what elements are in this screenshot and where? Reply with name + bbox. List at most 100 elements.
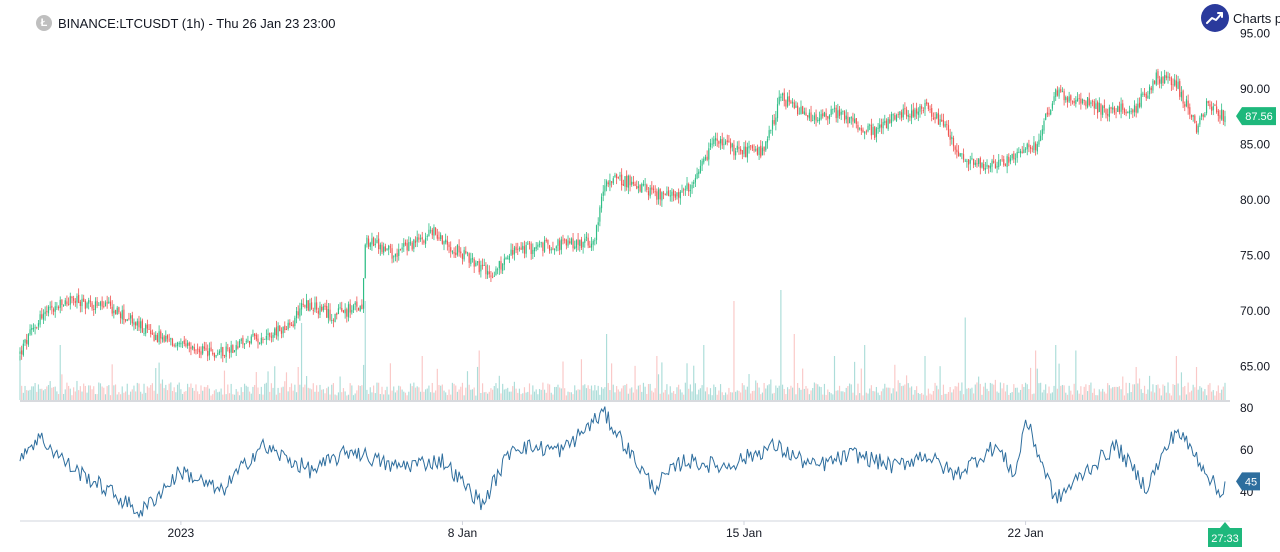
candle-body bbox=[766, 139, 769, 143]
candle-body bbox=[1030, 147, 1032, 149]
candle-body bbox=[316, 302, 318, 310]
candle-body bbox=[192, 345, 194, 349]
candle-body bbox=[952, 137, 955, 147]
volume-bar bbox=[662, 392, 665, 400]
candle-body bbox=[565, 239, 567, 246]
candle-body bbox=[1219, 115, 1221, 119]
volume-bar bbox=[1110, 388, 1112, 400]
candle-body bbox=[485, 265, 487, 275]
volume-bar bbox=[894, 364, 896, 400]
candle-body bbox=[497, 269, 499, 271]
candle-body bbox=[34, 327, 36, 329]
candle-body bbox=[1187, 100, 1189, 109]
volume-bar bbox=[616, 386, 618, 400]
volume-bar bbox=[272, 387, 274, 400]
volume-bar bbox=[242, 391, 244, 400]
candle-body bbox=[220, 347, 222, 353]
volume-bar bbox=[728, 387, 730, 400]
volume-bar bbox=[302, 387, 304, 400]
candle-body bbox=[1117, 105, 1119, 112]
symbol-title[interactable]: BINANCE:LTCUSDT (1h) - Thu 26 Jan 23 23:… bbox=[58, 15, 336, 31]
candle-body bbox=[285, 329, 288, 330]
candle-body bbox=[349, 303, 351, 313]
volume-bar bbox=[785, 394, 787, 400]
candle-body bbox=[1182, 90, 1184, 104]
logo[interactable]: Charts p bbox=[1201, 4, 1280, 32]
volume-bar bbox=[517, 392, 519, 400]
candle-body bbox=[277, 325, 279, 337]
candle-body bbox=[674, 194, 676, 198]
candle-body bbox=[999, 159, 1002, 161]
volume-bar bbox=[150, 385, 152, 400]
candle-body bbox=[1123, 109, 1126, 113]
volume-bar bbox=[512, 386, 514, 400]
trend-up-icon bbox=[1201, 4, 1229, 32]
candle-body bbox=[1041, 129, 1043, 136]
candle-body bbox=[389, 246, 391, 248]
volume-bar bbox=[629, 388, 631, 400]
volume-bar bbox=[889, 387, 891, 400]
volume-bar bbox=[507, 387, 509, 400]
candle-body bbox=[823, 112, 826, 117]
volume-bar bbox=[1031, 394, 1033, 400]
volume-bar bbox=[1154, 392, 1156, 400]
volume-bar bbox=[746, 386, 748, 400]
time-axis[interactable]: 2023 8 Jan 15 Jan 22 Jan bbox=[168, 521, 1044, 540]
volume-bar bbox=[57, 394, 60, 400]
volume-bar bbox=[104, 394, 107, 400]
candle-body bbox=[1155, 72, 1157, 85]
volume-bar bbox=[998, 392, 1000, 400]
candle-body bbox=[451, 251, 453, 253]
candle-body bbox=[877, 127, 879, 130]
candle-body bbox=[554, 248, 556, 251]
volume-bar bbox=[386, 386, 388, 400]
volume-bar bbox=[361, 385, 363, 400]
candle-body bbox=[331, 319, 333, 321]
volume-bar bbox=[450, 394, 452, 400]
candle-body bbox=[76, 296, 78, 303]
candle-body bbox=[832, 108, 834, 110]
candle-body bbox=[49, 306, 51, 308]
candle-body bbox=[518, 248, 521, 249]
candle-body bbox=[936, 113, 938, 119]
volume-bar bbox=[1061, 384, 1064, 400]
volume-bar bbox=[205, 387, 207, 400]
volume-bar bbox=[756, 382, 758, 400]
volume-bar bbox=[329, 394, 331, 400]
volume-bar bbox=[19, 356, 21, 400]
volume-bar bbox=[488, 391, 490, 400]
volume-bar bbox=[47, 384, 50, 400]
candle-body bbox=[854, 119, 856, 123]
candle-body bbox=[136, 321, 138, 326]
price-axis[interactable]: 95.00 90.00 85.00 80.00 75.00 70.00 65.00 bbox=[1240, 27, 1270, 374]
candle-body bbox=[835, 107, 837, 119]
volume-bar bbox=[1112, 387, 1114, 400]
volume-bar bbox=[264, 383, 266, 400]
candle-body bbox=[465, 251, 467, 254]
candle-body bbox=[287, 322, 289, 330]
candle-body bbox=[396, 253, 398, 257]
volume-bar bbox=[969, 388, 971, 400]
volume-bar bbox=[69, 388, 71, 400]
volume-bar bbox=[508, 391, 510, 400]
volume-bar bbox=[250, 393, 252, 400]
volume-bar bbox=[414, 387, 417, 400]
volume-bar bbox=[817, 384, 819, 400]
volume-bar bbox=[627, 393, 629, 400]
volume-bar bbox=[322, 389, 324, 400]
volume-bar bbox=[227, 384, 229, 400]
candle-body bbox=[262, 338, 264, 341]
candle-body bbox=[880, 124, 883, 128]
volume-bar bbox=[458, 389, 460, 400]
candle-body bbox=[765, 141, 767, 151]
volume-bar bbox=[331, 384, 333, 400]
volume-bar bbox=[431, 382, 433, 400]
candle-body bbox=[483, 265, 485, 266]
volume-bar bbox=[1197, 389, 1199, 400]
candle-body bbox=[312, 310, 314, 311]
volume-bar bbox=[1214, 395, 1216, 400]
volume-bar bbox=[828, 392, 831, 400]
candle-body bbox=[64, 300, 66, 305]
candle-body bbox=[860, 128, 862, 131]
